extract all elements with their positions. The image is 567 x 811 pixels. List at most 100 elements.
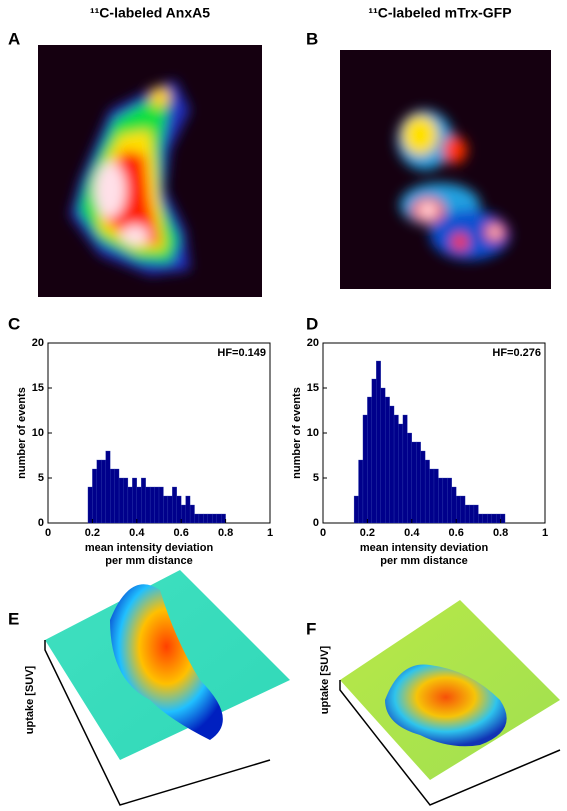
bar	[198, 513, 204, 524]
bar	[101, 459, 106, 524]
bar	[132, 477, 137, 524]
bar	[172, 486, 177, 524]
x-axis-label: per mm distance	[105, 555, 192, 567]
bar	[398, 423, 404, 524]
bar	[416, 441, 421, 524]
bar	[411, 441, 417, 524]
bar	[123, 477, 129, 524]
y-tick-label: 10	[32, 427, 44, 439]
x-tick-label: 0.6	[449, 527, 464, 539]
bar	[429, 468, 435, 524]
bar	[92, 468, 97, 524]
bar	[141, 477, 146, 524]
bar	[158, 486, 164, 524]
bar	[176, 495, 182, 524]
bar	[353, 495, 359, 524]
bar	[114, 468, 120, 524]
bar	[367, 396, 372, 524]
bar	[154, 486, 160, 524]
bar	[145, 486, 151, 524]
surface-plot: uptake [SUV]	[24, 570, 290, 806]
y-tick-label: 10	[307, 427, 319, 439]
bar	[496, 513, 501, 524]
bar	[389, 405, 395, 524]
bar	[442, 477, 448, 524]
panel-title: ¹¹C-labeled mTrx-GFP	[368, 5, 511, 21]
bar	[376, 360, 381, 524]
bar	[105, 450, 111, 524]
bar	[189, 504, 195, 524]
bar	[438, 477, 444, 524]
bar	[371, 378, 377, 524]
x-tick-label: 0.4	[404, 527, 420, 539]
x-tick-label: 0.8	[218, 527, 233, 539]
bar	[433, 468, 439, 524]
bar	[393, 414, 399, 524]
bar	[203, 513, 208, 524]
bar	[424, 459, 430, 524]
bar	[358, 459, 364, 524]
bar	[136, 486, 142, 524]
axis-label: uptake [SUV]	[319, 645, 331, 714]
x-axis-label: mean intensity deviation	[85, 542, 214, 554]
y-tick-label: 20	[307, 337, 319, 349]
panel-label: D	[306, 314, 318, 333]
bar	[96, 459, 102, 524]
bar	[402, 414, 408, 524]
bar	[207, 513, 213, 524]
panel-label: C	[8, 314, 20, 333]
bar	[478, 513, 483, 524]
bar	[380, 387, 386, 524]
pet-image	[38, 45, 262, 297]
bar	[185, 495, 191, 524]
bar	[464, 504, 470, 524]
bar	[500, 513, 506, 524]
panel-label: F	[306, 619, 316, 638]
bar	[163, 495, 169, 524]
y-tick-label: 5	[38, 472, 44, 484]
y-axis-label: number of events	[291, 387, 303, 479]
x-tick-label: 0.2	[360, 527, 375, 539]
bar	[118, 477, 124, 524]
annotation: HF=0.276	[492, 347, 541, 359]
bar	[491, 513, 497, 524]
bar	[362, 414, 368, 524]
panel-label: B	[306, 29, 318, 48]
x-tick-label: 1	[267, 527, 273, 539]
panel-label: A	[8, 29, 20, 48]
bar	[482, 513, 488, 524]
bar	[460, 495, 466, 524]
bar	[167, 495, 173, 524]
axis-label: uptake [SUV]	[24, 665, 36, 734]
x-tick-label: 0	[320, 527, 326, 539]
bar	[194, 513, 200, 524]
x-tick-label: 0	[45, 527, 51, 539]
panel-label: E	[8, 609, 19, 628]
y-axis-label: number of events	[16, 387, 28, 479]
y-tick-label: 5	[313, 472, 319, 484]
y-tick-label: 0	[313, 517, 319, 529]
bar	[469, 504, 475, 524]
x-axis-label: per mm distance	[380, 555, 467, 567]
bar	[385, 396, 390, 524]
bar	[87, 486, 93, 524]
bar	[487, 513, 492, 524]
surface-plot: uptake [SUV]	[319, 600, 561, 806]
bar	[212, 513, 217, 524]
bar	[216, 513, 222, 524]
bar	[456, 495, 461, 524]
bar	[221, 513, 226, 524]
y-tick-label: 15	[32, 382, 44, 394]
annotation: HF=0.149	[217, 347, 266, 359]
bar	[473, 504, 479, 524]
x-tick-label: 0.6	[174, 527, 189, 539]
bar	[181, 504, 186, 524]
bar	[110, 468, 115, 524]
y-tick-label: 20	[32, 337, 44, 349]
panel-title: ¹¹C-labeled AnxA5	[90, 5, 210, 21]
bar	[127, 486, 133, 524]
x-tick-label: 0.4	[129, 527, 145, 539]
bar	[451, 486, 457, 524]
bar	[149, 486, 155, 524]
